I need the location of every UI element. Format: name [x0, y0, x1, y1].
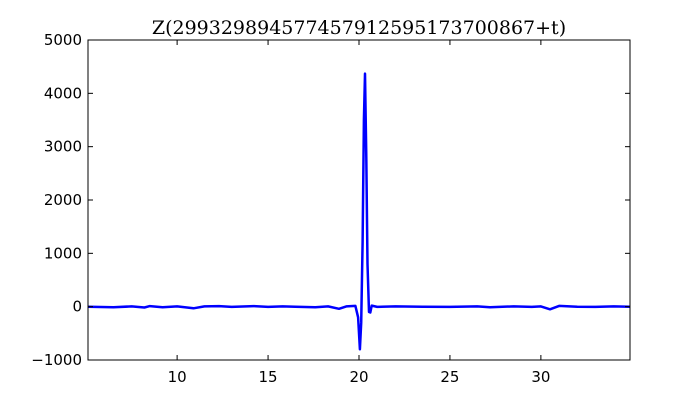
x-tick-label: 20 [349, 368, 368, 386]
y-tick-label: 4000 [44, 84, 82, 102]
x-tick-label: 25 [440, 368, 459, 386]
series-line-0 [87, 72, 631, 351]
y-tick-label: 2000 [44, 191, 82, 209]
y-tick-label: 1000 [44, 244, 82, 262]
chart-title: Z(299329894577457912595173700867+t) [152, 17, 566, 39]
y-tick-label: −1000 [31, 351, 82, 369]
y-tick-label: 3000 [44, 138, 82, 156]
y-tick-label: 5000 [44, 31, 82, 49]
x-tick-label: 30 [531, 368, 550, 386]
x-tick-label: 10 [168, 368, 187, 386]
y-tick-label: 0 [72, 298, 82, 316]
plot-frame [87, 39, 631, 361]
x-tick-label: 15 [259, 368, 278, 386]
